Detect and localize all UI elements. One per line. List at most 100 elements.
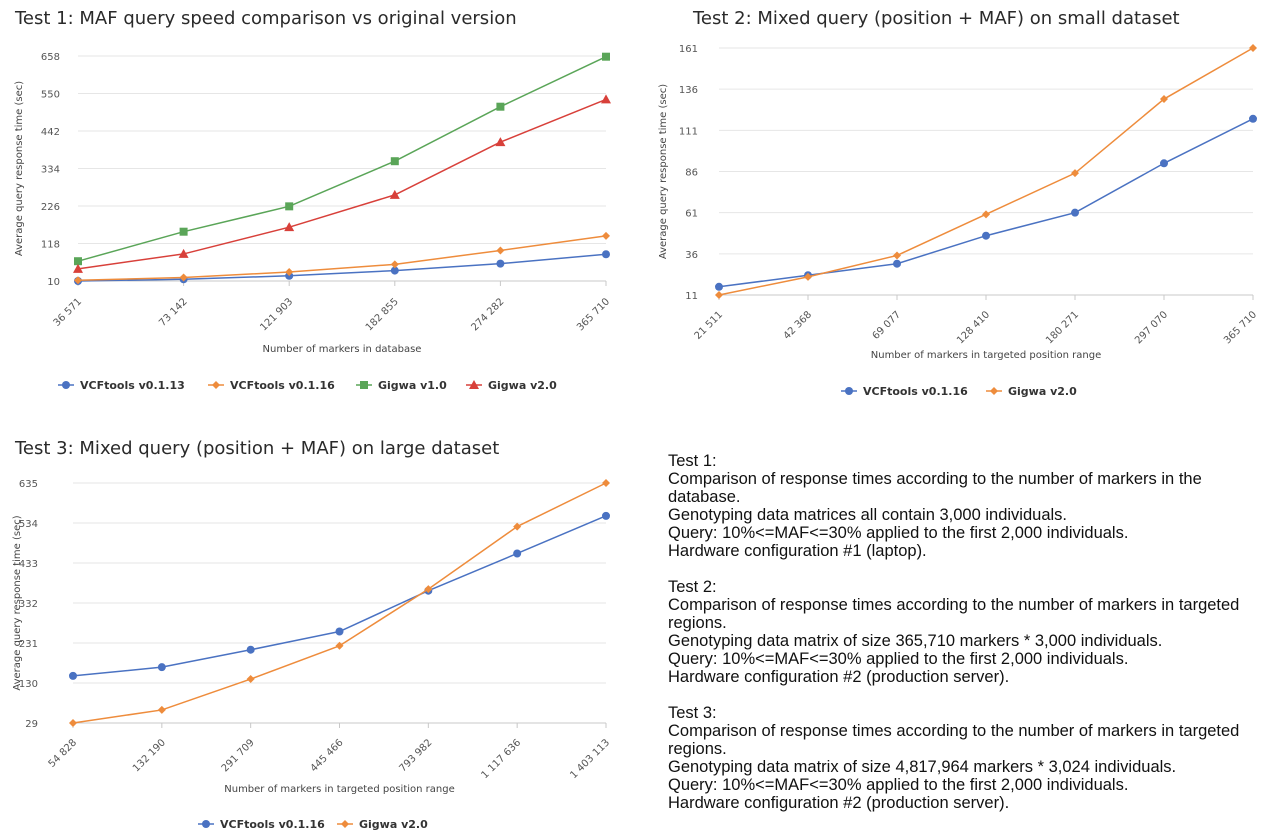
gigwa-v2-0-data-point [893,251,901,260]
test-3-description: Test 3: Comparison of response times acc… [668,704,1264,812]
vcftools-v0-1-16-data-point [285,267,294,276]
y-tick-label: 10 [47,277,60,288]
x-axis-label: Number of markers in targeted position r… [224,784,454,795]
chart-test-2-svg: Test 2: Mixed query (position + MAF) on … [658,8,1259,398]
test-1-heading: Test 1: [668,452,717,470]
legend-marker [62,381,70,389]
test-1-line: Query: 10%<=MAF<=30% applied to the firs… [668,524,1129,542]
vcftools-v0-1-13-series-line [77,253,607,282]
test-2-line: Comparison of response times according t… [668,596,1240,632]
x-tick-label: 21 511 [693,309,726,342]
test-3-heading: Test 3: [668,704,717,722]
vcftools-v0-1-16-data-point [246,645,255,654]
vcftools-v0-1-16-data-point [496,246,505,255]
legend-marker [845,387,853,395]
gigwa-v2-0-data-point [157,705,166,714]
y-axis-label: Average query response time (sec) [12,515,23,690]
y-tick-label: 433 [19,559,38,570]
gigwa-v2-0-data-point [389,189,400,199]
vcftools-v0-1-16-data-point [893,259,901,268]
vcftools-v0-1-16-series-line [72,515,607,677]
test-3-chart-title: Test 3: Mixed query (position + MAF) on … [14,438,499,459]
gigwa-v2-0-data-point [804,272,812,281]
gigwa-v2-0-data-point [715,291,723,299]
legend-label: VCFtools v0.1.16 [220,818,325,831]
legend-marker [469,380,479,389]
vcftools-v0-1-16-data-point [982,231,990,240]
x-tick-label: 69 077 [871,309,904,342]
vcftools-v0-1-16-data-point [157,663,166,672]
gigwa-v2-0-data-point [601,94,611,104]
chart-test-3: Test 3: Mixed query (position + MAF) on … [0,430,630,835]
vcftools-v0-1-16-data-point [715,282,723,291]
gigwa-v2-0-data-point [246,675,255,684]
test-1-description: Test 1: Comparison of response times acc… [668,452,1264,560]
y-tick-label: 334 [41,165,60,176]
gigwa-v2-0-data-point [335,641,344,650]
vcftools-v0-1-16-data-point [390,260,399,269]
legend-label: Gigwa v2.0 [1008,385,1077,398]
vcftools-v0-1-16-data-point [69,671,77,680]
vcftools-v0-1-16-series-line [77,235,607,282]
gigwa-v2-0-data-point [284,222,295,232]
x-axis-label: Number of markers in targeted position r… [871,350,1101,361]
y-tick-label: 130 [19,679,38,690]
y-tick-label: 635 [19,479,38,490]
gigwa-v1-0-data-point [496,102,505,111]
y-axis-label: Average query response time (sec) [14,81,25,256]
gigwa-v2-0-data-point [69,719,77,727]
x-tick-label: 365 710 [575,296,612,333]
y-tick-label: 332 [19,599,38,610]
x-tick-label: 365 710 [1222,309,1259,346]
y-tick-label: 36 [685,250,698,261]
legend-marker [990,387,998,395]
x-tick-label: 182 855 [364,296,401,333]
gigwa-v1-0-series-line [77,56,607,262]
legend-marker [360,381,368,389]
x-tick-label: 54 828 [47,737,80,770]
x-tick-label: 132 190 [131,737,168,774]
x-tick-label: 793 982 [397,737,434,774]
chart-test-1-svg: Test 1: MAF query speed comparison vs or… [14,8,612,392]
x-tick-label: 297 070 [1133,309,1170,346]
gigwa-v2-0-data-point [424,585,433,594]
vcftools-v0-1-16-data-point [1249,114,1257,123]
gigwa-v1-0-data-point [602,52,610,61]
test-1-line: Hardware configuration #1 (laptop). [668,542,927,560]
chart-test-1: Test 1: MAF query speed comparison vs or… [0,0,630,410]
gigwa-v1-0-data-point [285,202,294,211]
test-2-line: Hardware configuration #2 (production se… [668,668,1010,686]
x-tick-label: 36 571 [52,296,85,329]
vcftools-v0-1-16-data-point [74,276,82,285]
y-tick-label: 11 [685,291,698,302]
legend-label: Gigwa v2.0 [359,818,428,831]
chart-test-3-svg: Test 3: Mixed query (position + MAF) on … [12,438,612,831]
test-2-heading: Test 2: [668,578,717,596]
y-tick-label: 118 [41,240,60,251]
test-1-line: Comparison of response times according t… [668,470,1202,506]
x-tick-label: 1 403 113 [568,737,612,781]
test-2-description: Test 2: Comparison of response times acc… [668,578,1264,686]
y-tick-label: 231 [19,639,38,650]
y-tick-label: 61 [685,209,698,220]
test-2-line: Genotyping data matrix of size 365,710 m… [668,632,1163,650]
gigwa-v1-0-data-point [74,257,82,266]
x-tick-label: 274 282 [469,296,506,333]
y-tick-label: 29 [25,719,38,730]
chart-test-2: Test 2: Mixed query (position + MAF) on … [636,0,1266,410]
test-2-chart-title: Test 2: Mixed query (position + MAF) on … [692,8,1180,29]
vcftools-v0-1-13-data-point [602,250,610,259]
vcftools-v0-1-13-data-point [496,259,505,268]
x-tick-label: 128 410 [955,309,992,346]
x-tick-label: 73 142 [157,296,190,329]
y-tick-label: 86 [685,168,698,179]
x-tick-label: 445 466 [309,737,346,774]
y-tick-label: 550 [41,90,60,101]
x-axis-label: Number of markers in database [263,344,422,355]
x-tick-label: 1 117 636 [480,737,524,781]
gigwa-v2-0-data-point [495,137,506,147]
vcftools-v0-1-16-data-point [1160,159,1168,168]
y-tick-label: 534 [19,519,38,530]
x-tick-label: 121 903 [258,296,295,333]
y-tick-label: 226 [41,202,60,213]
